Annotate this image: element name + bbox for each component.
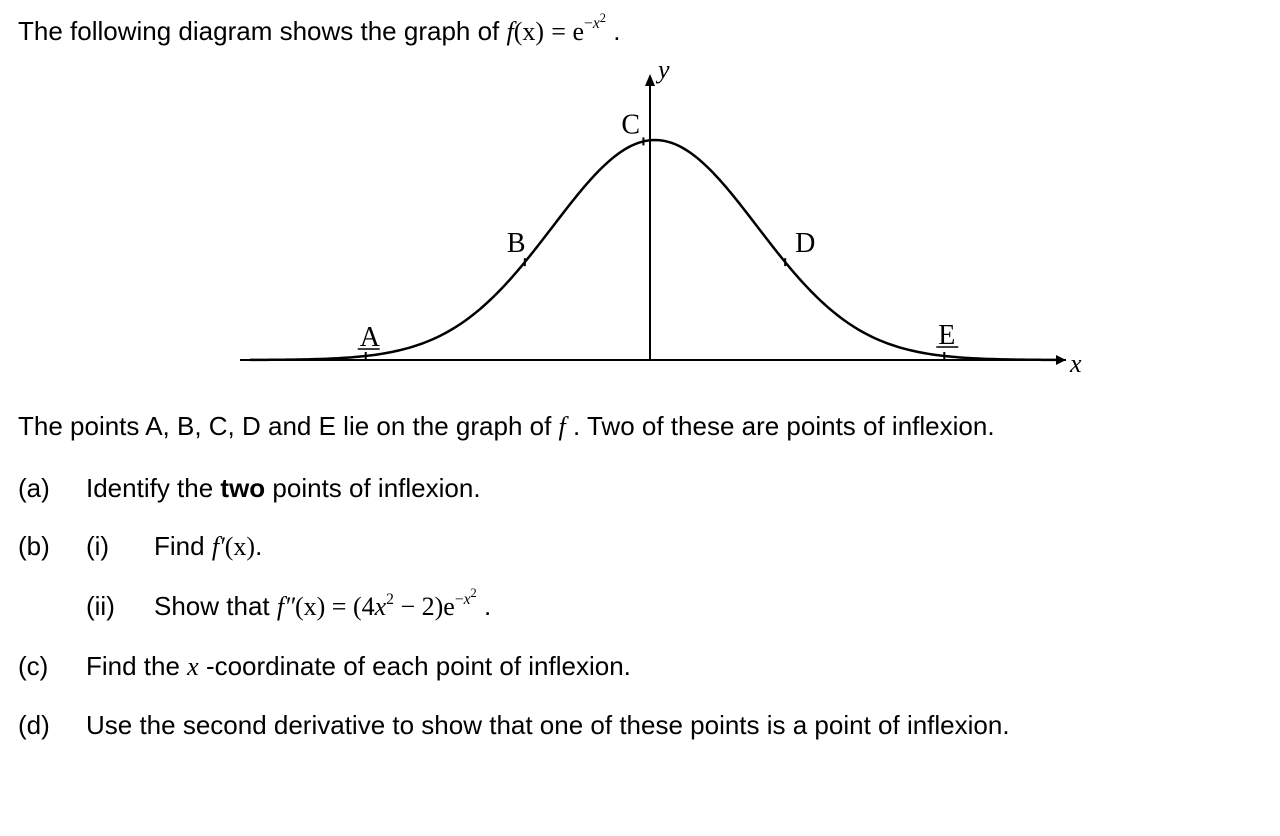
- label-b: (b): [18, 528, 62, 564]
- qd-body: Use the second derivative to show that o…: [86, 707, 1010, 743]
- qbii-eq: =: [325, 592, 353, 621]
- fn-f: f: [507, 17, 514, 46]
- qbi-pre: Find: [154, 531, 212, 561]
- post-line-f: f: [559, 412, 566, 441]
- intro-prefix: The following diagram shows the graph of: [18, 16, 507, 46]
- question-c: (c) Find the x -coordinate of each point…: [18, 648, 1262, 685]
- qbii-open: (4: [353, 592, 375, 621]
- qbii-two: 2: [386, 591, 394, 608]
- exp-two: 2: [600, 11, 606, 25]
- label-c: (c): [18, 648, 62, 684]
- diagram-container: yxABCDE: [18, 60, 1262, 390]
- qc-post: -coordinate of each point of inflexion.: [199, 651, 631, 681]
- question-b-ii: (ii) Show that f″(x) = (4x2 − 2)e−x2 .: [18, 587, 1262, 625]
- label-d: (d): [18, 707, 62, 743]
- qbii-parenx: (x): [295, 592, 325, 621]
- qbii-e2: 2: [471, 586, 477, 600]
- question-b-i: (b) (i) Find f′(x).: [18, 528, 1262, 565]
- qbii-e: e: [443, 592, 455, 621]
- svg-text:B: B: [507, 228, 526, 259]
- exp-minus: −: [584, 15, 593, 32]
- post-diagram-text: The points A, B, C, D and E lie on the g…: [18, 408, 1262, 445]
- qbii-dprime: ″: [284, 592, 295, 621]
- qa-post: points of inflexion.: [265, 473, 480, 503]
- qc-pre: Find the: [86, 651, 187, 681]
- svg-text:y: y: [655, 60, 670, 84]
- qbii-period: .: [477, 591, 491, 621]
- qbii-body: Show that f″(x) = (4x2 − 2)e−x2 .: [154, 587, 491, 625]
- label-b-i: (i): [86, 528, 130, 564]
- fn-paren-x: (x): [514, 17, 544, 46]
- qbi-parenx: (x): [225, 532, 255, 561]
- qbi-period: .: [255, 531, 262, 561]
- e-base: e: [572, 17, 584, 46]
- question-d: (d) Use the second derivative to show th…: [18, 707, 1262, 743]
- qa-body: Identify the two points of inflexion.: [86, 470, 481, 506]
- svg-text:x: x: [1069, 349, 1082, 378]
- label-a: (a): [18, 470, 62, 506]
- post-line-b: . Two of these are points of inflexion.: [566, 411, 995, 441]
- label-b-ii: (ii): [86, 588, 130, 624]
- svg-text:C: C: [621, 110, 640, 141]
- qbii-pre: Show that: [154, 591, 277, 621]
- qc-x: x: [187, 652, 199, 681]
- qa-pre: Identify the: [86, 473, 220, 503]
- function-graph: yxABCDE: [190, 60, 1090, 390]
- exp-x: x: [593, 15, 600, 32]
- intro-text: The following diagram shows the graph of…: [18, 12, 1262, 50]
- qc-body: Find the x -coordinate of each point of …: [86, 648, 631, 685]
- question-a: (a) Identify the two points of inflexion…: [18, 470, 1262, 506]
- intro-period: .: [606, 16, 620, 46]
- qa-bold: two: [220, 473, 265, 503]
- post-line-a: The points A, B, C, D and E lie on the g…: [18, 411, 559, 441]
- equals: =: [551, 17, 572, 46]
- qbii-em: −: [455, 591, 464, 608]
- qbii-ex: x: [464, 591, 471, 608]
- qbii-x: x: [375, 592, 387, 621]
- qbi-body: Find f′(x).: [154, 528, 262, 565]
- qbii-f: f: [277, 592, 284, 621]
- qbii-m2c: − 2): [394, 592, 443, 621]
- qbi-f: f: [212, 532, 219, 561]
- svg-text:D: D: [795, 228, 815, 259]
